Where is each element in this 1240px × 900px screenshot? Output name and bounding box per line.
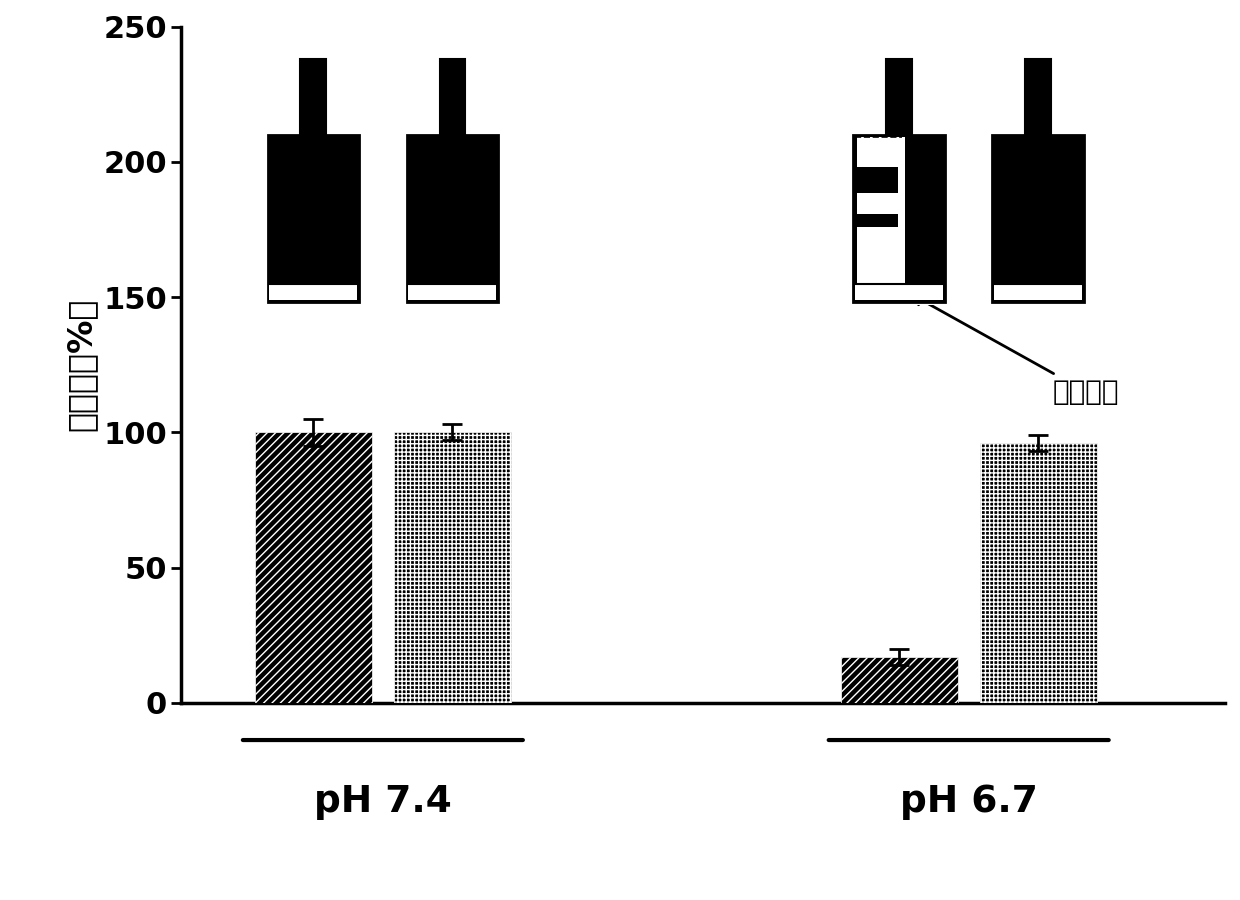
- Bar: [857, 138, 905, 284]
- Bar: [269, 284, 357, 300]
- Bar: [853, 135, 945, 302]
- Bar: [887, 59, 911, 135]
- Bar: [440, 59, 465, 135]
- Bar: [268, 135, 360, 302]
- Bar: [254, 432, 372, 703]
- Bar: [856, 284, 944, 300]
- Y-axis label: 载氧量（%）: 载氧量（%）: [64, 298, 98, 431]
- Bar: [994, 284, 1083, 300]
- Bar: [841, 657, 957, 703]
- Text: 蛋白沉淠: 蛋白沉淠: [911, 294, 1120, 406]
- Bar: [300, 59, 326, 135]
- Bar: [403, 57, 502, 305]
- Bar: [408, 284, 496, 300]
- Bar: [992, 135, 1084, 302]
- Bar: [407, 135, 498, 302]
- Bar: [394, 432, 511, 703]
- Bar: [264, 57, 363, 305]
- Bar: [857, 213, 898, 227]
- Bar: [857, 174, 898, 194]
- Bar: [1025, 59, 1052, 135]
- Bar: [849, 57, 949, 305]
- Bar: [988, 57, 1087, 305]
- Bar: [857, 166, 898, 176]
- Text: pH 7.4: pH 7.4: [314, 784, 451, 820]
- Bar: [980, 443, 1097, 703]
- Text: pH 6.7: pH 6.7: [900, 784, 1038, 820]
